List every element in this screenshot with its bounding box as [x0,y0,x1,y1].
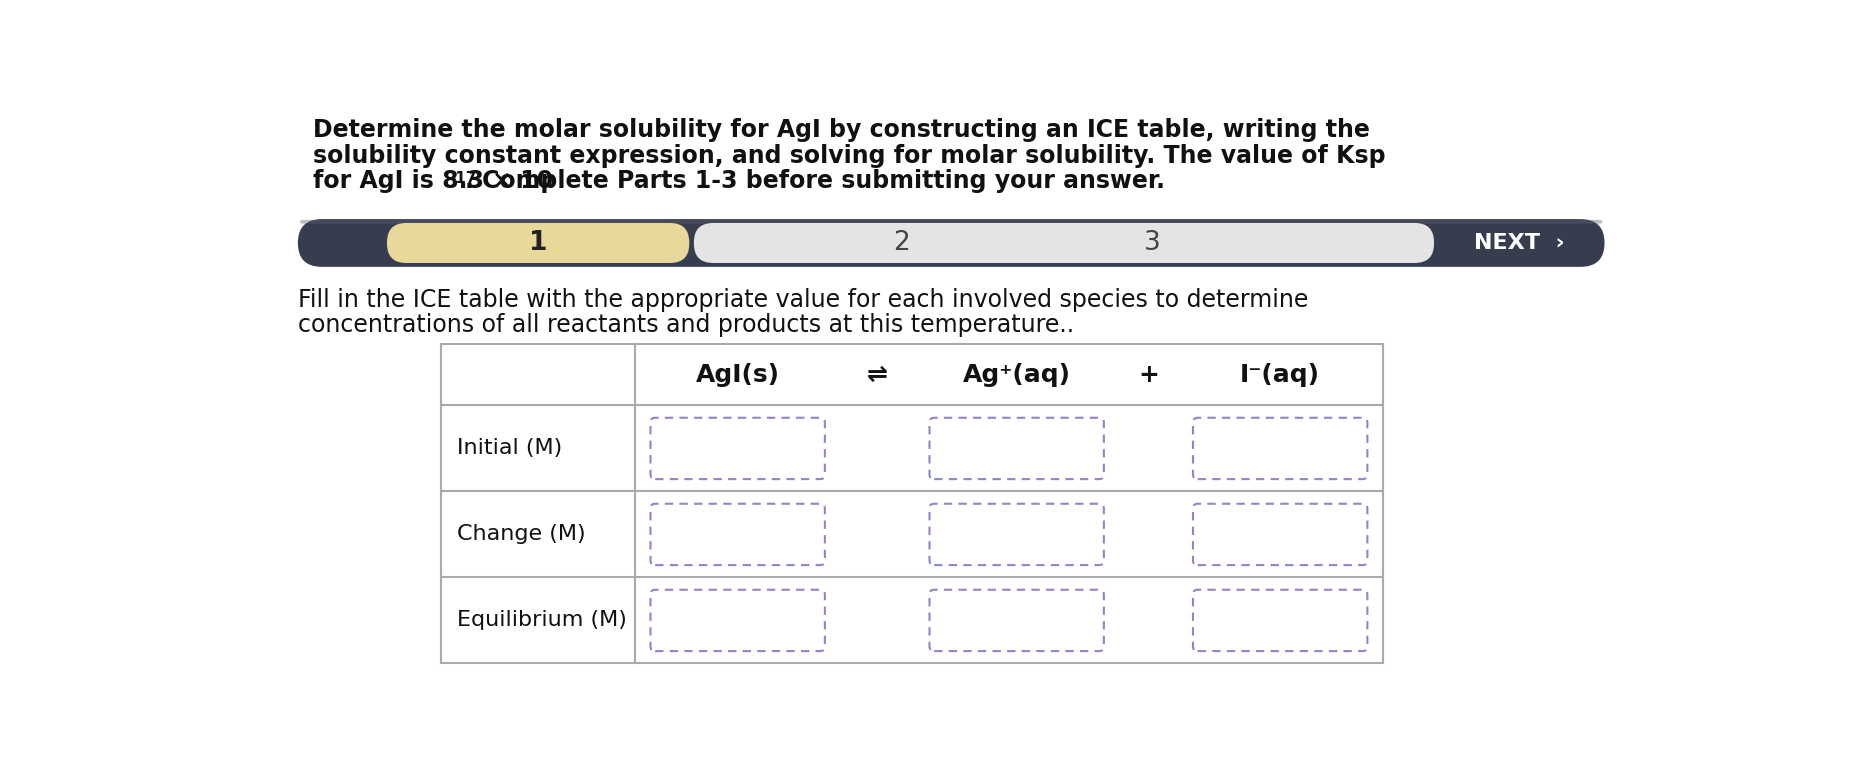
Text: Ag⁺(aq): Ag⁺(aq) [963,363,1070,387]
FancyBboxPatch shape [1193,504,1367,565]
Text: for AgI is 8.3 × 10: for AgI is 8.3 × 10 [313,169,553,193]
Text: . Complete Parts 1-3 before submitting your answer.: . Complete Parts 1-3 before submitting y… [464,169,1165,193]
Text: Initial (M): Initial (M) [456,438,562,459]
FancyBboxPatch shape [694,223,1434,263]
FancyBboxPatch shape [929,504,1104,565]
Text: -17: -17 [449,171,477,186]
Text: ⇌: ⇌ [866,363,887,387]
Text: solubility constant expression, and solving for molar solubility. The value of K: solubility constant expression, and solv… [313,144,1386,168]
Text: Change (M): Change (M) [456,524,584,544]
FancyBboxPatch shape [388,223,688,263]
FancyBboxPatch shape [649,418,824,479]
Text: AgI(s): AgI(s) [696,363,779,387]
Text: 3: 3 [1145,230,1161,256]
Text: Equilibrium (M): Equilibrium (M) [456,611,627,630]
Text: +: + [1137,363,1158,387]
Text: Determine the molar solubility for AgI by constructing an ICE table, writing the: Determine the molar solubility for AgI b… [313,119,1369,142]
FancyBboxPatch shape [929,418,1104,479]
FancyBboxPatch shape [649,504,824,565]
FancyBboxPatch shape [1193,418,1367,479]
FancyBboxPatch shape [299,220,1603,224]
Text: 2: 2 [892,230,909,256]
Bar [441,344,1382,664]
FancyBboxPatch shape [297,219,1605,267]
Text: concentrations of all reactants and products at this temperature..: concentrations of all reactants and prod… [297,313,1074,337]
Text: Fill in the ICE table with the appropriate value for each involved species to de: Fill in the ICE table with the appropria… [297,288,1308,312]
Text: I⁻(aq): I⁻(aq) [1239,363,1319,387]
Text: 1: 1 [529,230,547,256]
FancyBboxPatch shape [649,590,824,651]
Text: NEXT  ›: NEXT › [1473,233,1564,253]
FancyBboxPatch shape [929,590,1104,651]
FancyBboxPatch shape [1193,590,1367,651]
